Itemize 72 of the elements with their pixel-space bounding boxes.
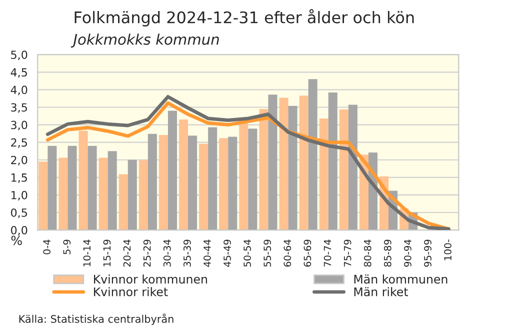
chart-title: Folkmängd 2024-12-31 efter ålder och kön xyxy=(74,9,414,26)
x-tick-label: 5-9 xyxy=(63,240,71,254)
bar xyxy=(348,104,358,230)
bar xyxy=(78,130,88,230)
x-tick-label: 95-99 xyxy=(424,240,432,267)
x-tick-label: 85-89 xyxy=(384,240,392,267)
bar xyxy=(239,123,248,230)
x-tick-label: 45-49 xyxy=(224,240,231,267)
bar xyxy=(158,134,168,230)
x-tick-label: 25-29 xyxy=(143,240,151,267)
bar xyxy=(299,96,308,230)
bar xyxy=(128,160,137,230)
y-tick-label: 4,5 xyxy=(10,68,27,78)
bar xyxy=(288,106,298,230)
bar xyxy=(138,160,148,230)
y-tick-label: 0,5 xyxy=(10,208,27,218)
x-tick-label: 40-44 xyxy=(204,240,211,267)
bar xyxy=(88,146,97,230)
legend-label: Män kommunen xyxy=(354,274,448,284)
bar xyxy=(108,151,117,230)
y-tick-label: 4,0 xyxy=(10,86,28,96)
bar xyxy=(339,109,348,230)
x-tick-label: 100- xyxy=(444,240,452,260)
bar xyxy=(208,127,218,230)
bar xyxy=(148,134,157,230)
y-tick-label: 2,0 xyxy=(11,156,28,166)
y-axis-title: % xyxy=(11,236,22,246)
bar xyxy=(319,118,328,230)
bar xyxy=(199,144,208,230)
bar xyxy=(279,98,288,230)
x-tick-label: 80-84 xyxy=(364,240,372,267)
x-tick-label: 50-54 xyxy=(244,240,251,267)
x-tick-label: 70-74 xyxy=(324,240,332,267)
bar xyxy=(228,136,238,230)
x-tick-label: 15-19 xyxy=(103,240,111,266)
bar xyxy=(168,110,177,230)
bar xyxy=(328,92,338,230)
bar xyxy=(48,146,57,230)
bar xyxy=(178,120,188,230)
x-tick-label: 90-94 xyxy=(404,240,412,267)
y-tick-label: 3,0 xyxy=(11,120,28,130)
legend-label: Kvinnor kommunen xyxy=(94,274,207,284)
x-tick-label: 35-39 xyxy=(183,240,191,267)
bar xyxy=(259,109,268,230)
legend-label: Kvinnor riket xyxy=(94,287,168,296)
bar xyxy=(308,79,318,230)
chart-subtitle: Jokkmokks kommun xyxy=(70,34,219,48)
bar xyxy=(248,128,258,230)
bar xyxy=(219,138,228,230)
bar xyxy=(188,136,198,230)
x-tick-label: 60-64 xyxy=(284,240,292,267)
x-tick-label: 20-24 xyxy=(123,240,131,267)
bar xyxy=(268,94,278,230)
x-tick-label: 75-79 xyxy=(344,240,352,267)
bar xyxy=(98,158,108,230)
x-tick-label: 0-4 xyxy=(43,240,50,254)
y-tick-label: 5,0 xyxy=(11,50,28,60)
y-tick-label: 3,5 xyxy=(11,103,27,113)
y-tick-label: 0,0 xyxy=(10,226,28,236)
bar xyxy=(38,162,48,230)
y-tick-label: 1,0 xyxy=(11,190,28,200)
x-tick-label: 55-59 xyxy=(264,240,272,267)
x-tick-label: 65-69 xyxy=(304,240,312,267)
y-tick-label: 1,5 xyxy=(11,174,27,183)
x-tick-label: 10-14 xyxy=(83,240,91,266)
y-tick-label: 2,5 xyxy=(11,138,27,148)
x-tick-label: 30-34 xyxy=(163,240,171,267)
bar xyxy=(118,174,128,230)
bar xyxy=(68,146,77,230)
text: Källa: Statistiska centralbyrån xyxy=(19,314,174,325)
bar xyxy=(58,158,68,230)
legend-label: Män riket xyxy=(354,287,408,296)
